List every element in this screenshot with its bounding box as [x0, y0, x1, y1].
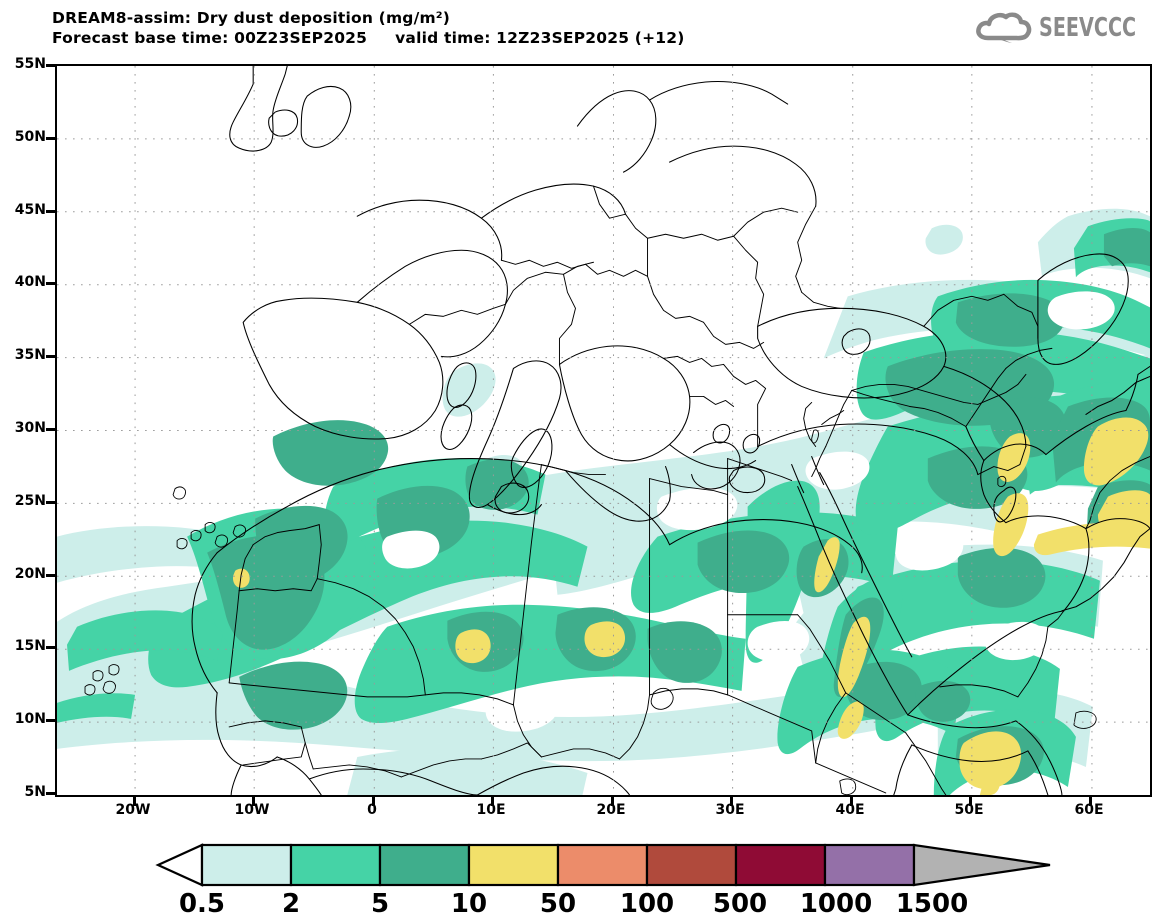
dust-deposition-field: [57, 208, 1150, 795]
x-tick-label-20E: 20E: [596, 802, 626, 818]
y-tick-label-45N: 45N: [14, 202, 46, 218]
colorbar-tick-1500: 1500: [895, 889, 969, 919]
seevccc-logo: SEEVCCC: [975, 6, 1157, 50]
colorbar-cell-1000-1500[interactable]: [823, 843, 916, 887]
x-tick-label-20W: 20W: [115, 802, 151, 818]
x-tick-label-50E: 50E: [954, 802, 984, 818]
colorbar-tick-5: 5: [370, 889, 390, 919]
x-tick-label-30E: 30E: [715, 802, 745, 818]
page-title: DREAM8-assim: Dry dust deposition (mg/m²…: [52, 9, 451, 27]
forecast-time-subtitle: Forecast base time: 00Z23SEP2025 valid t…: [52, 29, 685, 47]
y-tick-label-35N: 35N: [14, 347, 46, 363]
colorbar-tick-1000: 1000: [799, 889, 873, 919]
colorbar-cell-100-500[interactable]: [645, 843, 738, 887]
y-tick-label-40N: 40N: [14, 274, 46, 290]
x-tick-label-40E: 40E: [835, 802, 865, 818]
y-tick-label-20N: 20N: [14, 566, 46, 582]
map-plot-area[interactable]: [55, 64, 1152, 797]
y-tick-label-50N: 50N: [14, 129, 46, 145]
colorbar-cell-500-1000[interactable]: [734, 843, 827, 887]
y-tick-label-5N: 5N: [24, 784, 46, 800]
colorbar-swatches[interactable]: [150, 843, 1165, 887]
x-tick-label-0: 0: [367, 802, 377, 818]
colorbar-over-arrow: [912, 843, 1051, 887]
y-tick-label-25N: 25N: [14, 493, 46, 509]
colorbar-tick-2: 2: [281, 889, 301, 919]
colorbar-tick-0p5: 0.5: [178, 889, 226, 919]
y-tick-label-30N: 30N: [14, 420, 46, 436]
y-tick-label-15N: 15N: [14, 638, 46, 654]
colorbar-tick-50: 50: [539, 889, 577, 919]
x-tick-label-10W: 10W: [234, 802, 270, 818]
logo-text: SEEVCCC: [1038, 13, 1136, 43]
colorbar-under-arrow: [155, 843, 204, 887]
colorbar-cell-0p5-2[interactable]: [200, 843, 293, 887]
colorbar[interactable]: 0.5 2 5 10 50 100 500 1000 1500: [150, 843, 1165, 919]
x-tick-label-10E: 10E: [476, 802, 506, 818]
y-tick-label-10N: 10N: [14, 711, 46, 727]
colorbar-cell-50-100[interactable]: [556, 843, 649, 887]
colorbar-cell-10-50[interactable]: [467, 843, 560, 887]
contour-gaps: [382, 291, 1115, 732]
colorbar-tick-10: 10: [450, 889, 488, 919]
colorbar-tick-100: 100: [619, 889, 675, 919]
colorbar-cell-5-10[interactable]: [378, 843, 471, 887]
chart-header: DREAM8-assim: Dry dust deposition (mg/m²…: [0, 0, 1165, 60]
x-tick-label-60E: 60E: [1074, 802, 1104, 818]
colorbar-tick-500: 500: [712, 889, 768, 919]
coastlines-and-borders: [84, 66, 1150, 795]
cloud-icon: [975, 12, 1031, 43]
colorbar-cell-2-5[interactable]: [289, 843, 382, 887]
